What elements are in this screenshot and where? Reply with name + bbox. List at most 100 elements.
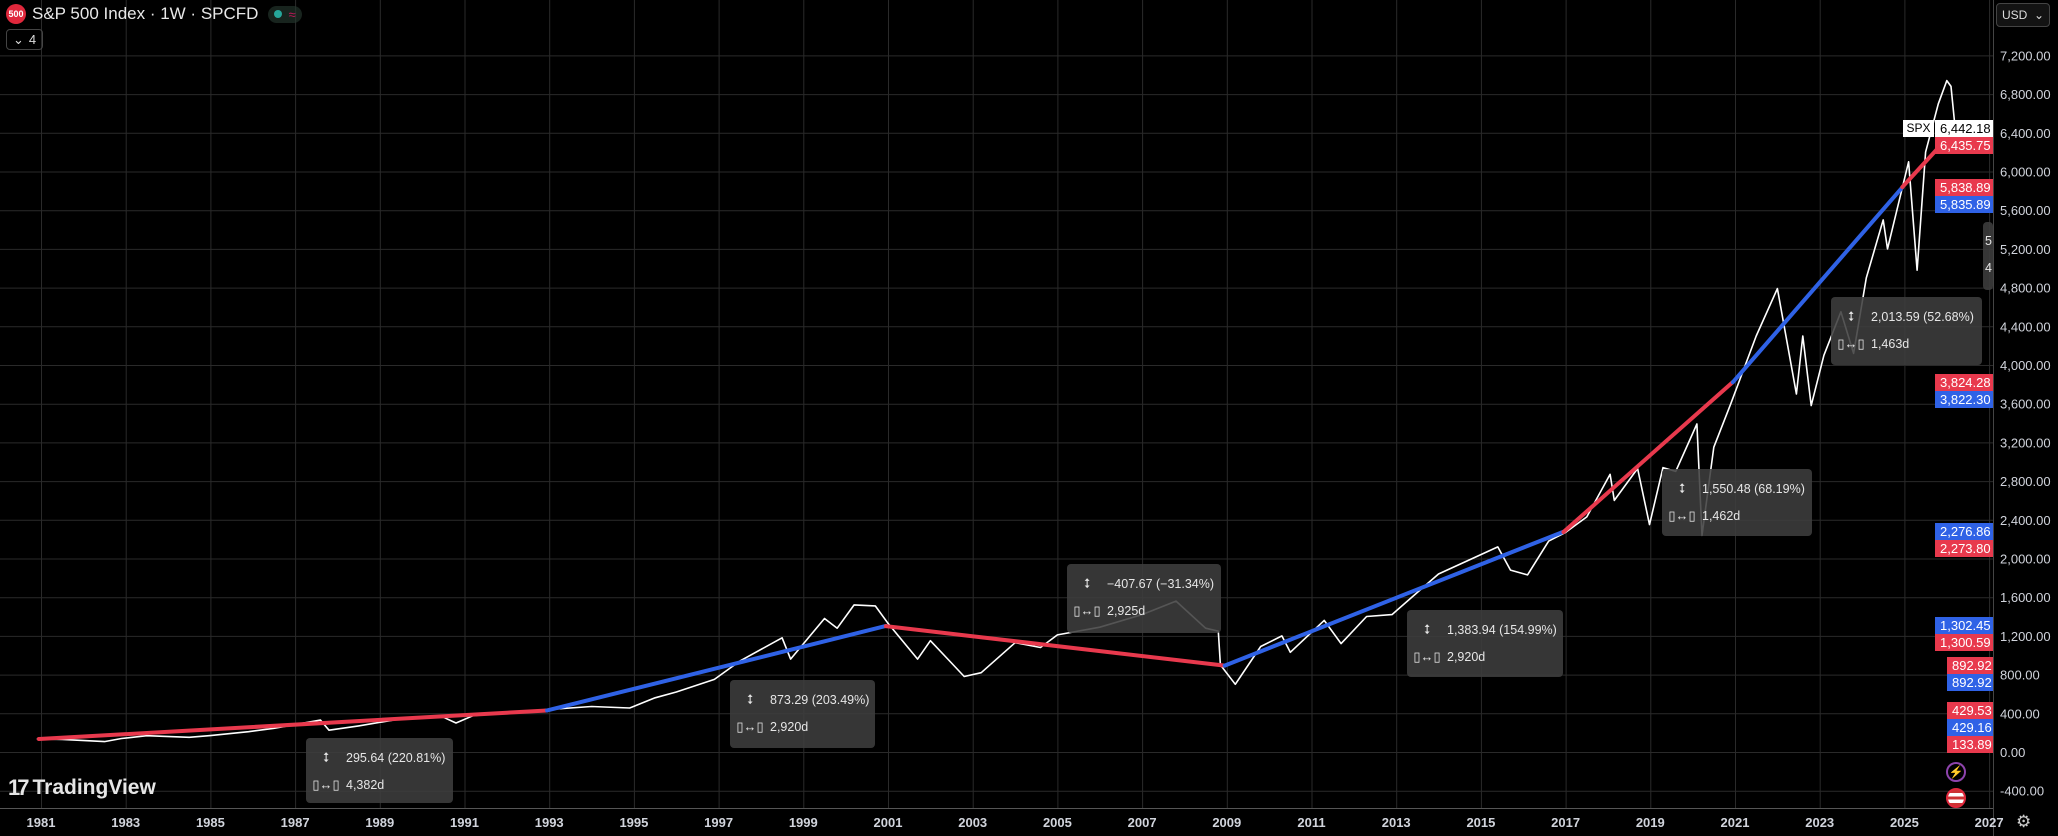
duration: 1,463d — [1871, 337, 1910, 351]
horizontal-range-icon: ▯↔▯ — [736, 719, 764, 734]
y-tick-label: 800.00 — [2000, 668, 2040, 683]
duration: 1,462d — [1702, 509, 1741, 523]
y-tick-label: 0.00 — [2000, 745, 2025, 760]
y-tick-label: 4,400.00 — [2000, 319, 2051, 334]
symbol-legend[interactable]: 500 S&P 500 Index · 1W · SPCFD ≈ — [6, 4, 302, 24]
currency-select[interactable]: USD ⌄ — [1996, 3, 2050, 27]
horizontal-range-icon: ▯↔▯ — [1837, 336, 1865, 351]
price-change-row: ⭥ 873.29 (203.49%) — [730, 692, 869, 708]
y-tick-label: 6,000.00 — [2000, 165, 2051, 180]
y-tick-label: 4,800.00 — [2000, 281, 2051, 296]
chevron-down-icon: ⌄ — [13, 31, 24, 47]
gear-icon[interactable]: ⚙ — [2016, 812, 2032, 831]
price-change-row: ⭥ 295.64 (220.81%) — [306, 750, 445, 766]
vertical-arrow-icon: ⭥ — [1083, 576, 1091, 591]
tradingview-logo-mark-icon: 17 — [8, 775, 30, 800]
sp500-symbol-icon: 500 — [6, 4, 26, 24]
x-tick-label: 1995 — [619, 815, 648, 830]
x-tick-label: 2021 — [1721, 815, 1750, 830]
price-tag-red: 6,435.75 — [1935, 137, 1993, 155]
trend-lines[interactable] — [36, 124, 1960, 742]
horizontal-range-icon: ▯↔▯ — [312, 777, 340, 792]
date-range-row: 4 — [1985, 261, 1992, 275]
x-tick-label: 1981 — [27, 815, 56, 830]
price-tag-blue: 1,302.45 — [1935, 617, 1993, 635]
us-flag-icon[interactable] — [1946, 788, 1966, 808]
y-tick-label: 2,000.00 — [2000, 552, 2051, 567]
measurement-box[interactable]: ⭥ 295.64 (220.81%) ▯↔▯ 4,382d — [306, 738, 453, 803]
indicators-collapse-button[interactable]: ⌄ 4 — [6, 29, 44, 50]
x-tick-label: 2007 — [1128, 815, 1157, 830]
duration: 2,925d — [1107, 604, 1146, 618]
y-tick-label: 3,200.00 — [2000, 435, 2051, 450]
horizontal-range-icon: ▯↔▯ — [1073, 603, 1101, 618]
measurement-box[interactable]: ⭥ −407.67 (−31.34%) ▯↔▯ 2,925d — [1067, 564, 1221, 633]
price-tag-red: 133.89 — [1947, 735, 1993, 753]
y-tick-label: -400.00 — [2000, 784, 2044, 799]
measurement-box[interactable]: ⭥ 1,383.94 (154.99%) ▯↔▯ 2,920d — [1407, 610, 1563, 677]
measurement-box[interactable]: ⭥ 873.29 (203.49%) ▯↔▯ 2,920d — [730, 680, 875, 748]
duration: 2,920d — [770, 720, 809, 734]
y-tick-label: 6,800.00 — [2000, 87, 2051, 102]
lightning-icon[interactable]: ⚡ — [1946, 762, 1966, 782]
measurement-box[interactable]: ⭥ 2,013.59 (52.68%) ▯↔▯ 1,463d — [1831, 297, 1982, 365]
price-line — [36, 79, 1956, 743]
measurement-box[interactable]: 5 4 — [1983, 222, 1993, 290]
trend-line-blue[interactable] — [1730, 185, 1905, 385]
price-change-row: 5 — [1985, 234, 1992, 248]
trend-line-red[interactable] — [36, 708, 550, 742]
vertical-arrow-icon: ⭥ — [1847, 309, 1855, 324]
x-tick-label: 1985 — [196, 815, 225, 830]
y-tick-label: 400.00 — [2000, 706, 2040, 721]
x-tick-label: 2005 — [1043, 815, 1072, 830]
price-tag-red: 3,824.28 — [1935, 373, 1993, 391]
y-tick-label: 1,200.00 — [2000, 629, 2051, 644]
x-tick-label: 2025 — [1890, 815, 1919, 830]
trend-line-red[interactable] — [883, 624, 1227, 668]
tradingview-logo-text: TradingView — [32, 776, 156, 799]
price-change: 1,383.94 (154.99%) — [1447, 623, 1557, 637]
y-tick-label: 2,400.00 — [2000, 513, 2051, 528]
price-change-row: ⭥ 2,013.59 (52.68%) — [1831, 309, 1973, 325]
x-tick-label: 1991 — [450, 815, 479, 830]
y-tick-label: 7,200.00 — [2000, 48, 2051, 63]
symbol-title[interactable]: S&P 500 Index · 1W · SPCFD — [32, 4, 259, 23]
horizontal-range-icon: ▯↔▯ — [1668, 508, 1696, 523]
price-tag-blue: 429.16 — [1947, 718, 1993, 736]
x-tick-label: 2013 — [1382, 815, 1411, 830]
duration: 2,920d — [1447, 650, 1486, 664]
y-tick-label: 1,600.00 — [2000, 590, 2051, 605]
market-status-pill[interactable]: ≈ — [268, 5, 302, 23]
trend-line-blue[interactable] — [545, 623, 888, 713]
market-open-dot-icon — [274, 10, 283, 18]
price-change: −407.67 (−31.34%) — [1107, 577, 1215, 591]
price-tag-blue: 2,276.86 — [1935, 523, 1993, 541]
y-tick-label: 4,000.00 — [2000, 358, 2051, 373]
date-range-row: ▯↔▯ 1,462d — [1662, 508, 1740, 524]
price-tag-blue: 3,822.30 — [1935, 390, 1993, 408]
x-tick-label: 2015 — [1466, 815, 1495, 830]
time-axis[interactable]: 1981 1983 1985 1987 1989 1991 1993 1995 1997 1999… — [27, 815, 2004, 830]
chevron-down-icon: ⌄ — [2033, 8, 2044, 22]
trend-line-red[interactable] — [1561, 380, 1735, 535]
grid — [0, 0, 1993, 808]
measurement-box[interactable]: ⭥ 1,550.48 (68.19%) ▯↔▯ 1,462d — [1662, 469, 1812, 536]
y-tick-label: 2,800.00 — [2000, 474, 2051, 489]
date-range-row: ▯↔▯ 2,920d — [1407, 649, 1485, 665]
duration: 4 — [1985, 261, 1992, 275]
price-tag-red: 2,273.80 — [1935, 540, 1993, 558]
symbol-price-tag: SPX — [1903, 120, 1934, 138]
y-tick-label: 5,200.00 — [2000, 242, 2051, 257]
price-axis[interactable]: -400.00 0.00 400.00 800.00 1,200.00 1,600.00 2… — [2000, 48, 2051, 798]
x-tick-label: 1989 — [365, 815, 394, 830]
price-series — [36, 79, 1956, 743]
trend-line-blue[interactable] — [1222, 529, 1566, 668]
data-approx-icon: ≈ — [288, 6, 296, 22]
horizontal-range-icon: ▯↔▯ — [1413, 649, 1441, 664]
vertical-arrow-icon: ⭥ — [1423, 622, 1431, 637]
x-tick-label: 1993 — [535, 815, 564, 830]
tradingview-logo[interactable]: 17 TradingView — [8, 775, 156, 801]
x-tick-label: 2017 — [1551, 815, 1580, 830]
x-tick-label: 1983 — [111, 815, 140, 830]
